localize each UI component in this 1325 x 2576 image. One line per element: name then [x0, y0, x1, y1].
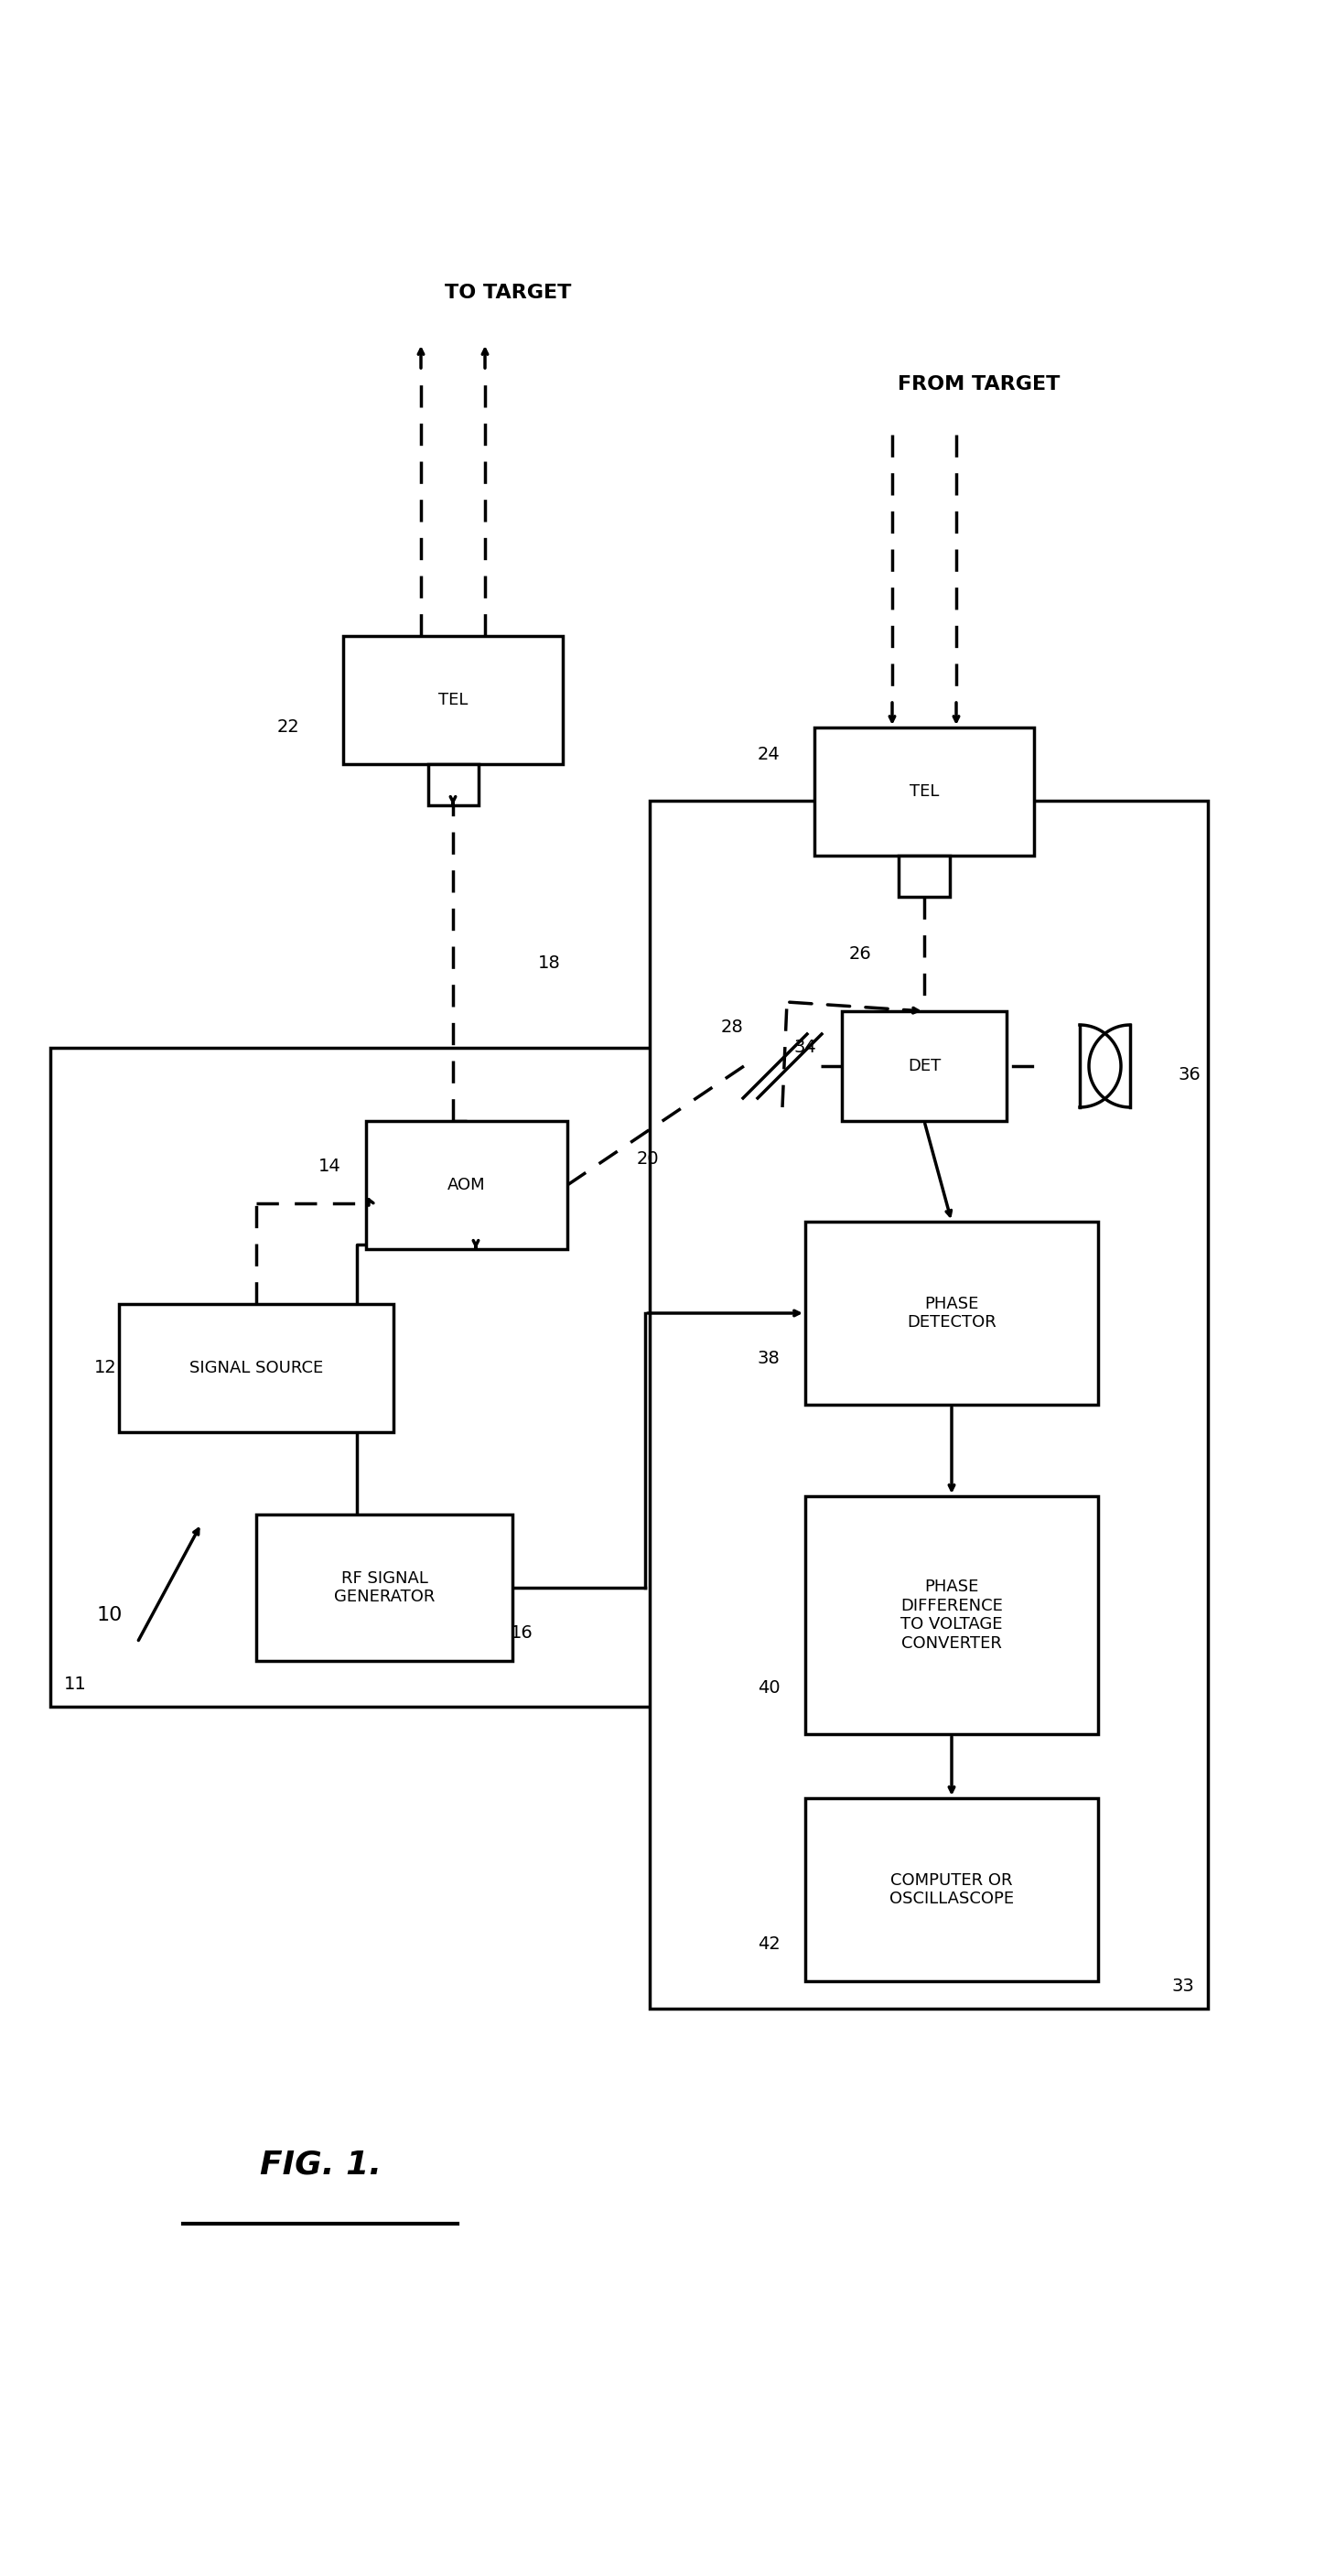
Text: 14: 14: [318, 1159, 341, 1175]
Text: 34: 34: [794, 1038, 816, 1056]
Text: PHASE
DIFFERENCE
TO VOLTAGE
CONVERTER: PHASE DIFFERENCE TO VOLTAGE CONVERTER: [901, 1579, 1003, 1651]
Text: 36: 36: [1178, 1066, 1200, 1084]
Bar: [649, 801, 1208, 2009]
Bar: [806, 1798, 1098, 1981]
Text: 22: 22: [277, 719, 299, 737]
Bar: [256, 1515, 513, 1662]
Text: DET: DET: [908, 1059, 941, 1074]
Text: 10: 10: [97, 1605, 123, 1625]
Bar: [841, 1012, 1007, 1121]
Text: 18: 18: [538, 956, 560, 971]
Bar: [366, 1121, 567, 1249]
Bar: [815, 726, 1034, 855]
Text: 38: 38: [758, 1350, 780, 1368]
Text: FROM TARGET: FROM TARGET: [898, 376, 1060, 394]
Text: 28: 28: [721, 1020, 743, 1036]
Text: TEL: TEL: [439, 693, 468, 708]
Bar: [900, 855, 950, 896]
Bar: [119, 1303, 394, 1432]
Text: COMPUTER OR
OSCILLASCOPE: COMPUTER OR OSCILLASCOPE: [889, 1873, 1014, 1906]
Bar: [806, 1221, 1098, 1404]
Text: 26: 26: [849, 945, 872, 963]
Text: 40: 40: [758, 1680, 780, 1698]
Text: 24: 24: [758, 747, 780, 762]
Text: 16: 16: [510, 1625, 533, 1641]
Text: PHASE
DETECTOR: PHASE DETECTOR: [906, 1296, 996, 1332]
Text: 33: 33: [1171, 1976, 1194, 1994]
Text: TEL: TEL: [909, 783, 939, 799]
Bar: [806, 1497, 1098, 1734]
Text: 11: 11: [64, 1674, 86, 1692]
Text: SIGNAL SOURCE: SIGNAL SOURCE: [189, 1360, 323, 1376]
Text: 12: 12: [94, 1360, 117, 1376]
Bar: [428, 765, 478, 806]
Text: FIG. 1.: FIG. 1.: [260, 2148, 382, 2179]
Bar: [50, 1048, 673, 1708]
Text: TO TARGET: TO TARGET: [445, 283, 571, 301]
Text: 42: 42: [758, 1937, 780, 1953]
Text: 20: 20: [636, 1151, 659, 1167]
Bar: [343, 636, 563, 765]
Text: RF SIGNAL
GENERATOR: RF SIGNAL GENERATOR: [334, 1569, 435, 1605]
Text: AOM: AOM: [448, 1177, 486, 1193]
